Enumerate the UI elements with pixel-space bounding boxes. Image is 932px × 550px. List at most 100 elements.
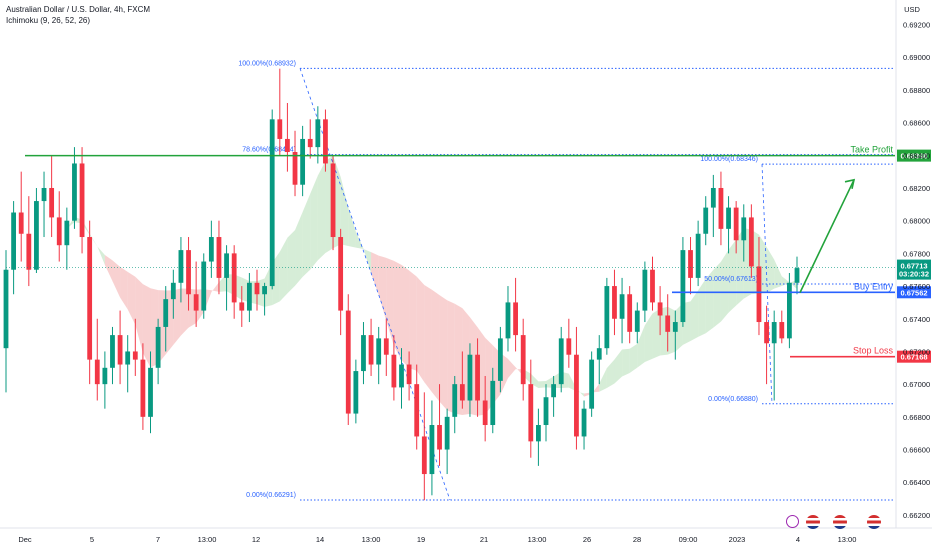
candle-body[interactable] <box>254 282 260 295</box>
candle-body[interactable] <box>733 207 739 241</box>
candle-body[interactable] <box>307 138 313 148</box>
candle-body[interactable] <box>193 294 199 311</box>
candle-body[interactable] <box>657 302 663 316</box>
candle-body[interactable] <box>703 207 709 234</box>
candle-body[interactable] <box>376 338 382 365</box>
candle-body[interactable] <box>239 302 245 311</box>
us-flag-icon[interactable] <box>806 515 820 529</box>
candle-body[interactable] <box>277 119 283 139</box>
candle-body[interactable] <box>574 354 579 437</box>
candle-body[interactable] <box>170 282 176 300</box>
candle-body[interactable] <box>11 212 17 270</box>
candle-body[interactable] <box>201 261 207 311</box>
candle-body[interactable] <box>399 364 404 388</box>
candle-body[interactable] <box>672 322 678 332</box>
candle-body[interactable] <box>178 250 184 283</box>
candle-body[interactable] <box>642 269 648 311</box>
candle-body[interactable] <box>300 138 306 185</box>
candle-body[interactable] <box>231 253 237 303</box>
candle-body[interactable] <box>110 335 115 368</box>
candle-body[interactable] <box>490 380 496 426</box>
candle-body[interactable] <box>3 269 9 349</box>
candle-body[interactable] <box>444 416 450 450</box>
candle-body[interactable] <box>102 367 108 385</box>
candle-body[interactable] <box>41 187 47 202</box>
candle-body[interactable] <box>520 335 526 385</box>
candle-body[interactable] <box>414 384 420 437</box>
candle-body[interactable] <box>421 436 427 475</box>
us-flag-icon[interactable] <box>833 515 847 529</box>
candle-body[interactable] <box>710 187 716 208</box>
candle-body[interactable] <box>680 250 686 323</box>
candle-body[interactable] <box>612 286 617 319</box>
candle-body[interactable] <box>155 326 161 368</box>
candle-body[interactable] <box>140 359 146 417</box>
candle-body[interactable] <box>627 294 633 332</box>
symbol-title[interactable]: Australian Dollar / U.S. Dollar, 4h, FXC… <box>6 5 151 14</box>
candle-body[interactable] <box>338 237 344 311</box>
candle-body[interactable] <box>224 253 229 278</box>
candle-body[interactable] <box>208 237 214 262</box>
candle-body[interactable] <box>292 152 298 185</box>
candle-body[interactable] <box>330 163 336 238</box>
candle-body[interactable] <box>581 408 587 437</box>
candle-body[interactable] <box>64 220 70 246</box>
candle-body[interactable] <box>748 217 754 267</box>
candle-body[interactable] <box>429 425 435 475</box>
candle-body[interactable] <box>695 233 701 278</box>
candle-body[interactable] <box>323 119 328 164</box>
candle-body[interactable] <box>467 354 473 401</box>
lightning-icon[interactable] <box>786 515 799 528</box>
candle-body[interactable] <box>536 425 541 442</box>
candle-body[interactable] <box>216 237 222 278</box>
candle-body[interactable] <box>528 384 534 442</box>
candle-body[interactable] <box>650 269 655 303</box>
candle-body[interactable] <box>56 217 62 246</box>
candle-body[interactable] <box>132 351 138 360</box>
candle-body[interactable] <box>262 286 267 295</box>
candle-body[interactable] <box>771 322 777 344</box>
candle-body[interactable] <box>513 302 518 336</box>
candle-body[interactable] <box>353 371 359 414</box>
candle-body[interactable] <box>566 338 572 355</box>
candle-body[interactable] <box>756 266 762 323</box>
candle-body[interactable] <box>383 338 389 355</box>
candle-body[interactable] <box>345 310 351 414</box>
indicator-label[interactable]: Ichimoku (9, 26, 52, 26) <box>6 16 91 25</box>
candle-body[interactable] <box>558 338 564 385</box>
candle-body[interactable] <box>794 268 800 283</box>
candle-body[interactable] <box>482 400 488 426</box>
candle-body[interactable] <box>779 322 785 339</box>
candle-body[interactable] <box>72 163 77 221</box>
candle-body[interactable] <box>87 237 93 360</box>
candle-body[interactable] <box>269 119 275 287</box>
candle-body[interactable] <box>497 338 503 381</box>
candle-body[interactable] <box>665 315 671 332</box>
us-flag-icon[interactable] <box>867 515 881 529</box>
candle-body[interactable] <box>361 335 366 372</box>
candle-body[interactable] <box>18 212 24 234</box>
candle-body[interactable] <box>551 384 557 398</box>
candle-body[interactable] <box>94 359 100 385</box>
candle-body[interactable] <box>764 322 769 344</box>
candle-body[interactable] <box>368 335 374 365</box>
candle-body[interactable] <box>285 138 290 153</box>
candle-body[interactable] <box>543 397 549 426</box>
candle-body[interactable] <box>589 359 595 409</box>
candle-body[interactable] <box>596 348 602 360</box>
candle-body[interactable] <box>437 425 442 450</box>
candle-body[interactable] <box>406 364 412 385</box>
candle-body[interactable] <box>459 384 465 401</box>
candle-body[interactable] <box>315 119 321 148</box>
candle-body[interactable] <box>688 250 693 278</box>
candle-body[interactable] <box>125 351 131 365</box>
candle-body[interactable] <box>79 163 85 238</box>
candle-body[interactable] <box>634 310 640 332</box>
candle-body[interactable] <box>186 250 191 295</box>
candle-body[interactable] <box>34 201 39 270</box>
candle-body[interactable] <box>452 384 458 417</box>
candle-body[interactable] <box>163 299 169 327</box>
candle-body[interactable] <box>726 207 731 229</box>
